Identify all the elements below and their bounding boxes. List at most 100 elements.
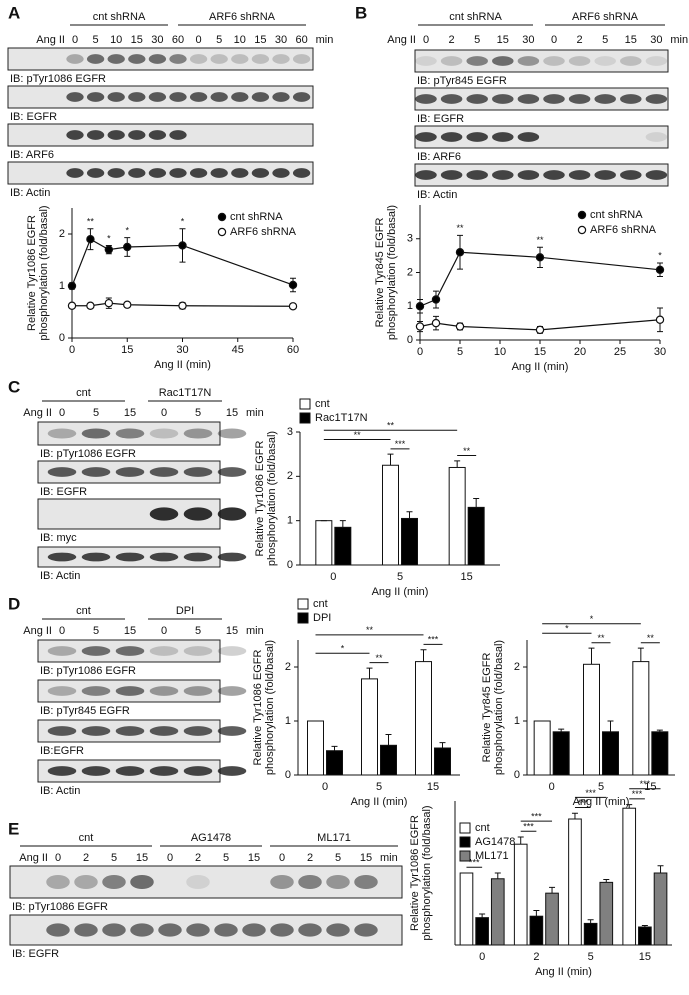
blot-band bbox=[543, 170, 565, 180]
y-tick-label: 1 bbox=[287, 515, 293, 527]
blot-band bbox=[149, 552, 179, 562]
y-tick-label: 1 bbox=[59, 280, 65, 292]
bar bbox=[490, 878, 505, 946]
data-point bbox=[415, 302, 425, 311]
blot-label: IB: pTyr1086 EGFR bbox=[10, 73, 106, 85]
blot-band bbox=[210, 54, 228, 64]
error-bar bbox=[366, 667, 373, 679]
blot-band bbox=[242, 923, 266, 937]
blot-band bbox=[594, 94, 616, 104]
significance-label: *** bbox=[578, 798, 589, 808]
y-tick-label: 0 bbox=[407, 334, 413, 346]
lane-label: 15 bbox=[136, 852, 148, 864]
bar bbox=[545, 892, 559, 946]
unit-label: min bbox=[670, 34, 688, 46]
legend-marker bbox=[577, 225, 587, 235]
lane-label: 5 bbox=[195, 407, 201, 419]
blot-band bbox=[47, 467, 77, 477]
bar bbox=[653, 872, 668, 946]
lane-label: 30 bbox=[650, 34, 662, 46]
panel-label: C bbox=[8, 377, 20, 396]
significance-label: ** bbox=[375, 653, 383, 663]
group-label: Rac1T17N bbox=[159, 387, 212, 399]
blot-label: IB: EGFR bbox=[10, 111, 57, 123]
treatment-label: Ang II bbox=[23, 625, 52, 637]
x-axis-label: Ang II (min) bbox=[535, 966, 592, 978]
bar bbox=[415, 661, 432, 776]
lane-label: 5 bbox=[195, 625, 201, 637]
blot-band bbox=[298, 874, 322, 890]
error-bar bbox=[387, 453, 394, 466]
bar bbox=[599, 881, 614, 946]
lane-label: 10 bbox=[234, 34, 246, 46]
blot-band bbox=[620, 170, 642, 180]
blot-band bbox=[149, 686, 179, 696]
lane-label: 0 bbox=[279, 852, 285, 864]
lane-label: 0 bbox=[72, 34, 78, 46]
lane-label: 30 bbox=[275, 34, 287, 46]
blot-band bbox=[148, 130, 167, 140]
blot-band bbox=[128, 92, 146, 102]
legend-label: Rac1T17N bbox=[315, 412, 368, 424]
bar bbox=[622, 807, 637, 946]
y-axis-label: Relative Tyr1086 EGFR bbox=[26, 215, 38, 331]
significance-label: ** bbox=[354, 430, 362, 440]
x-tick-label: 5 bbox=[588, 951, 594, 963]
lane-label: 2 bbox=[307, 852, 313, 864]
blot-band bbox=[169, 92, 187, 102]
legend-label: ARF6 shRNA bbox=[590, 224, 657, 236]
significance-label: *** bbox=[585, 788, 596, 798]
blot-band bbox=[214, 923, 238, 937]
blot-band bbox=[298, 923, 322, 937]
blot-band bbox=[492, 170, 514, 180]
legend-marker bbox=[217, 212, 227, 222]
blot-band bbox=[440, 94, 463, 104]
treatment-label: Ang II bbox=[36, 34, 65, 46]
bar bbox=[459, 872, 474, 946]
blot-band bbox=[107, 54, 125, 64]
blot-band bbox=[149, 507, 179, 521]
lane-label: 30 bbox=[522, 34, 534, 46]
blot-label: IB: EGFR bbox=[12, 948, 59, 960]
blot-band bbox=[169, 168, 187, 178]
legend-label: cnt bbox=[313, 598, 328, 610]
blot-band bbox=[189, 92, 208, 102]
blot-band bbox=[415, 170, 437, 180]
blot-band bbox=[81, 428, 111, 439]
blot-band bbox=[81, 646, 111, 656]
x-tick-label: 2 bbox=[533, 951, 539, 963]
x-tick-label: 60 bbox=[287, 344, 299, 356]
x-tick-label: 10 bbox=[494, 346, 506, 358]
significance-label: ** bbox=[647, 633, 655, 643]
blot-band bbox=[466, 94, 488, 104]
significance-label: * bbox=[565, 624, 569, 634]
blot-label: IB: pTyr1086 EGFR bbox=[40, 448, 136, 460]
blot-band bbox=[115, 686, 145, 696]
blot-label: IB: pTyr1086 EGFR bbox=[40, 665, 136, 677]
y-tick-label: 1 bbox=[407, 300, 413, 312]
blot-band bbox=[149, 646, 179, 656]
x-axis-label: Ang II (min) bbox=[372, 586, 429, 598]
legend-swatch bbox=[299, 412, 311, 424]
y-tick-label: 2 bbox=[514, 661, 520, 673]
blot-band bbox=[543, 56, 565, 66]
x-tick-label: 0 bbox=[417, 346, 423, 358]
y-tick-label: 0 bbox=[59, 332, 65, 344]
x-tick-label: 5 bbox=[457, 346, 463, 358]
bar bbox=[334, 526, 352, 566]
blot-band bbox=[115, 552, 145, 562]
blot-band bbox=[47, 686, 77, 696]
significance-label: * bbox=[590, 614, 594, 624]
data-point bbox=[535, 325, 545, 335]
group-label: cnt bbox=[79, 832, 94, 844]
bar bbox=[632, 661, 650, 776]
blot-band bbox=[354, 923, 378, 937]
error-bar bbox=[331, 745, 338, 751]
lane-label: 5 bbox=[216, 34, 222, 46]
lane-label: 5 bbox=[111, 852, 117, 864]
lane-label: 5 bbox=[93, 407, 99, 419]
error-bar bbox=[549, 886, 556, 894]
lane-label: 2 bbox=[195, 852, 201, 864]
blot-label: IB: pTyr845 EGFR bbox=[417, 75, 507, 87]
blot-band bbox=[517, 56, 540, 66]
